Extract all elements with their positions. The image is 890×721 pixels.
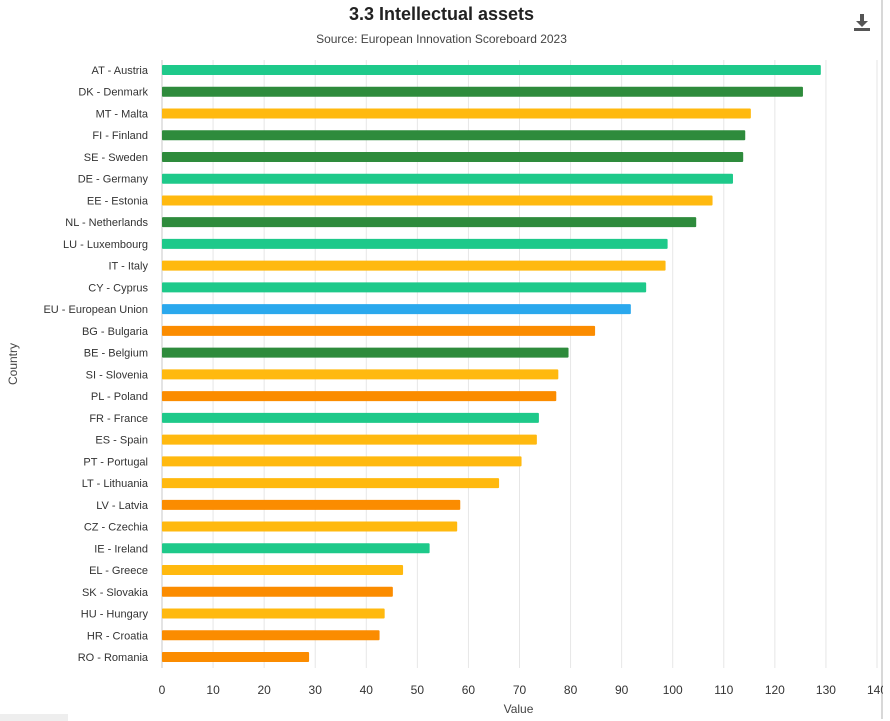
x-tick-label: 30 [309, 683, 323, 697]
bars [162, 65, 821, 662]
category-label: SI - Slovenia [86, 369, 149, 381]
x-tick-label: 140 [867, 683, 883, 697]
bar[interactable] [162, 456, 522, 467]
bar[interactable] [162, 195, 713, 206]
chart-subtitle: Source: European Innovation Scoreboard 2… [316, 32, 567, 46]
category-label: CZ - Czechia [84, 522, 149, 534]
category-label: MT - Malta [96, 108, 149, 120]
bar[interactable] [162, 478, 500, 489]
bar[interactable] [162, 86, 803, 97]
x-tick-label: 80 [564, 683, 578, 697]
bar[interactable] [162, 521, 458, 532]
category-label: FI - Finland [92, 130, 148, 142]
bar[interactable] [162, 65, 821, 75]
x-tick-label: 40 [360, 683, 374, 697]
bar[interactable] [162, 325, 596, 336]
download-icon [854, 14, 870, 31]
category-label: CY - Cyprus [88, 282, 148, 294]
category-label: ES - Spain [95, 435, 148, 447]
category-label: LU - Luxembourg [63, 239, 148, 251]
category-label: EU - European Union [43, 304, 148, 316]
x-tick-label: 70 [513, 683, 527, 697]
category-label: LV - Latvia [96, 500, 149, 512]
category-label: LT - Lithuania [82, 478, 149, 490]
x-tick-label: 20 [257, 683, 271, 697]
bar[interactable] [162, 151, 744, 162]
bar[interactable] [162, 260, 666, 271]
bar[interactable] [162, 499, 461, 510]
bar[interactable] [162, 108, 751, 119]
category-label: IT - Italy [108, 261, 148, 273]
x-tick-label: 0 [159, 683, 166, 697]
bar[interactable] [162, 347, 569, 358]
x-tick-label: 10 [206, 683, 220, 697]
bar[interactable] [162, 130, 746, 141]
bar[interactable] [162, 608, 385, 619]
bar[interactable] [162, 652, 310, 662]
category-label: DE - Germany [78, 174, 149, 186]
bar[interactable] [162, 369, 559, 380]
bar[interactable] [162, 238, 668, 249]
bar[interactable] [162, 630, 380, 641]
bar[interactable] [162, 282, 647, 293]
x-tick-label: 130 [816, 683, 836, 697]
bar[interactable] [162, 173, 733, 184]
bar[interactable] [162, 412, 539, 423]
category-label: HR - Croatia [87, 630, 149, 642]
credits-text [805, 713, 865, 721]
chart-title: 3.3 Intellectual assets [348, 4, 535, 24]
category-label: NL - Netherlands [65, 217, 148, 229]
x-tick-label: 110 [714, 683, 733, 697]
category-label: SK - Slovakia [82, 587, 149, 599]
category-label: RO - Romania [78, 652, 149, 664]
scrollbar[interactable] [0, 714, 68, 721]
x-tick-label: 120 [765, 683, 785, 697]
bar[interactable] [162, 543, 430, 554]
value-tick-labels: 0 10 20 30 40 50 60 70 80 90 100 110 120 130 140 [159, 683, 883, 697]
category-label: BE - Belgium [84, 348, 148, 360]
download-button[interactable] [851, 11, 873, 33]
bar[interactable] [162, 586, 393, 597]
category-label: PL - Poland [91, 391, 148, 403]
category-label: DK - Denmark [78, 87, 148, 99]
x-tick-label: 50 [411, 683, 425, 697]
category-label: SE - Sweden [84, 152, 148, 164]
x-tick-label: 60 [462, 683, 476, 697]
y-axis-title: Country [6, 343, 20, 385]
x-tick-label: 100 [663, 683, 683, 697]
x-axis-title: Value [504, 702, 534, 716]
bar[interactable] [162, 565, 404, 576]
bar[interactable] [162, 434, 537, 445]
category-label: EE - Estonia [87, 195, 149, 207]
category-label: EL - Greece [89, 565, 148, 577]
category-label: BG - Bulgaria [82, 326, 149, 338]
category-label: HU - Hungary [81, 609, 149, 621]
category-label: PT - Portugal [83, 456, 148, 468]
category-label: IE - Ireland [94, 543, 148, 555]
x-tick-label: 90 [615, 683, 629, 697]
bar[interactable] [162, 217, 697, 228]
category-labels: AT - Austria DK - Denmark MT - Malta FI - F… [43, 65, 148, 664]
grid-lines [161, 60, 878, 668]
bar[interactable] [162, 391, 557, 402]
bar[interactable] [162, 304, 631, 315]
category-label: FR - France [89, 413, 148, 425]
category-label: AT - Austria [92, 65, 149, 77]
